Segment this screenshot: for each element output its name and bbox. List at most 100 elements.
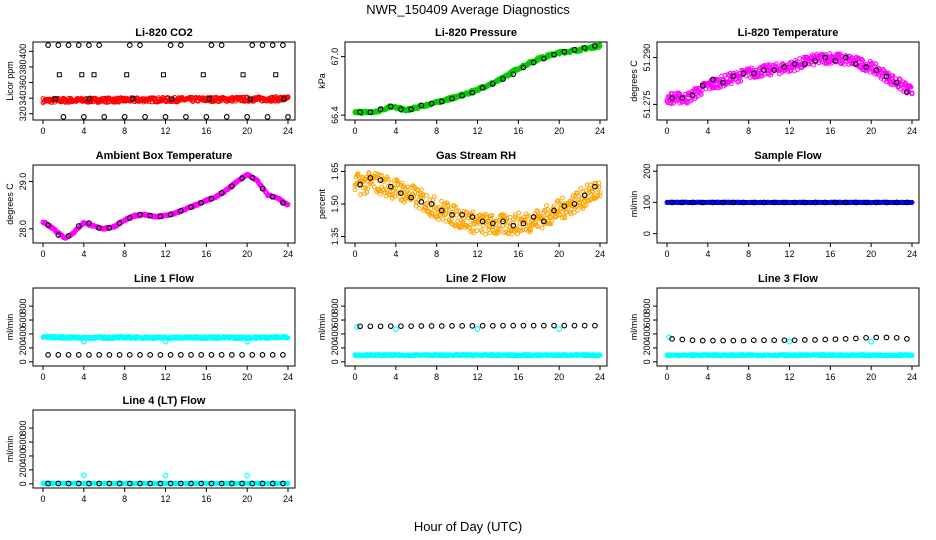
- data-point: [761, 337, 767, 344]
- data-point: [551, 51, 557, 58]
- y-axis: 1.351.501.65: [330, 163, 345, 245]
- data-point: [812, 57, 818, 64]
- data-point: [285, 202, 291, 207]
- data-point: [438, 98, 445, 105]
- x-tick-label: 8: [746, 372, 751, 382]
- data-point: [698, 91, 704, 97]
- data-point: [86, 352, 92, 358]
- x-tick-label: 0: [664, 372, 669, 382]
- y-tick-label: 67.0: [330, 48, 340, 66]
- data-point: [689, 92, 696, 98]
- data-point: [679, 95, 686, 102]
- data-point: [126, 42, 133, 48]
- data-point: [761, 67, 767, 73]
- data-point: [167, 211, 174, 218]
- series-3: [45, 352, 286, 358]
- data-point: [510, 222, 517, 229]
- x-tick-label: 4: [705, 126, 710, 136]
- data-point: [200, 72, 206, 78]
- data-point: [429, 211, 435, 217]
- data-point: [387, 103, 394, 110]
- data-point: [464, 210, 470, 216]
- data-point: [198, 352, 205, 358]
- data-point: [581, 197, 587, 203]
- x-axis: 0 4 8 12 16 20 24: [40, 243, 293, 259]
- data-point: [449, 209, 455, 215]
- data-point: [438, 207, 445, 214]
- data-point: [454, 208, 460, 214]
- data-point: [45, 352, 51, 358]
- data-point: [791, 337, 798, 344]
- data-point: [781, 199, 788, 206]
- y-tick-label: 0: [18, 359, 28, 364]
- data-point: [244, 114, 251, 120]
- x-axis: 0 4 8 12 16 20 24: [664, 120, 917, 136]
- data-point: [791, 60, 798, 67]
- data-point: [142, 114, 148, 120]
- data-point: [80, 338, 87, 345]
- data-point: [469, 211, 475, 217]
- data-point: [391, 185, 396, 191]
- data-point: [510, 322, 517, 329]
- data-point: [285, 335, 291, 341]
- y-tick-label: 0: [330, 359, 340, 364]
- data-point: [474, 228, 480, 233]
- data-point: [771, 337, 778, 344]
- data-point: [427, 197, 433, 202]
- data-point: [909, 90, 915, 96]
- data-point: [530, 59, 537, 66]
- data-point: [439, 198, 445, 204]
- x-axis: 0 4 8 12 16 20 24: [352, 243, 605, 259]
- data-point: [398, 106, 404, 113]
- x-tick-label: 4: [81, 372, 86, 382]
- x-tick-label: 24: [907, 249, 917, 259]
- data-point: [781, 64, 788, 70]
- data-point: [75, 42, 82, 48]
- data-point: [101, 114, 108, 120]
- y-tick-label: 800: [642, 299, 652, 314]
- data-point: [500, 322, 506, 329]
- data-point: [801, 337, 808, 343]
- data-point: [160, 72, 166, 78]
- data-point: [904, 89, 910, 95]
- series-3: [52, 72, 287, 102]
- data-point: [730, 73, 737, 80]
- data-point: [483, 231, 488, 237]
- panel-title: Sample Flow: [754, 150, 822, 162]
- series-2: [666, 334, 875, 345]
- data-point: [720, 79, 726, 86]
- data-point: [832, 336, 839, 343]
- data-point: [367, 175, 374, 181]
- data-point: [239, 175, 245, 182]
- data-point: [699, 337, 706, 344]
- data-point: [562, 215, 568, 221]
- data-point: [822, 336, 829, 343]
- panel-title: Line 2 Flow: [446, 273, 506, 285]
- y-tick-label: 51.275: [642, 91, 652, 119]
- data-point: [438, 323, 445, 329]
- y-tick-label: 0: [642, 231, 652, 236]
- data-point: [750, 199, 757, 206]
- y-tick-label: 0: [642, 359, 652, 364]
- data-point: [198, 199, 205, 206]
- data-point: [880, 70, 886, 76]
- x-tick-label: 24: [283, 372, 293, 382]
- x-tick-label: 12: [160, 126, 170, 136]
- x-tick-label: 8: [746, 126, 751, 136]
- data-point: [408, 194, 414, 201]
- data-point: [771, 67, 778, 73]
- data-point: [110, 97, 115, 103]
- y-tick-label: 200: [642, 164, 652, 179]
- data-point: [259, 42, 266, 48]
- x-tick-label: 4: [705, 249, 710, 259]
- x-tick-label: 0: [352, 126, 357, 136]
- data-point: [556, 326, 563, 332]
- data-point: [218, 190, 225, 196]
- data-point: [853, 199, 859, 206]
- data-point: [167, 42, 174, 48]
- data-point: [544, 203, 549, 208]
- series-1: [352, 352, 603, 359]
- data-point: [126, 352, 133, 358]
